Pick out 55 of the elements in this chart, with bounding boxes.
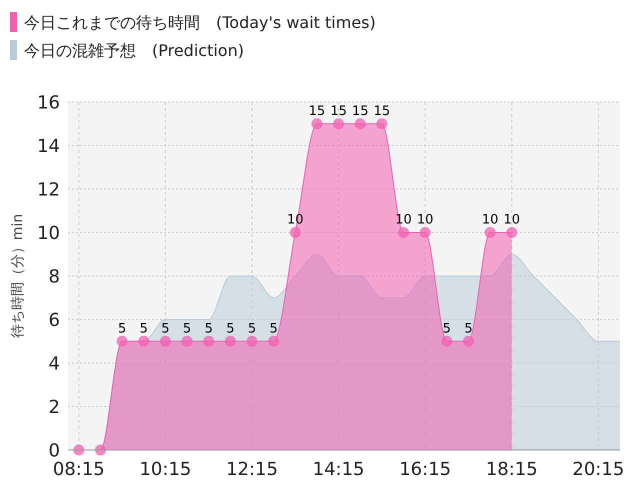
- point: [420, 227, 431, 238]
- x-tick-label: 16:15: [399, 459, 452, 480]
- data-label: 15: [374, 104, 390, 119]
- data-label: 5: [161, 321, 170, 336]
- data-label: 10: [503, 212, 520, 228]
- point: [311, 118, 322, 130]
- point: [290, 227, 301, 238]
- x-tick-label: 12:15: [226, 459, 278, 480]
- y-tick-label: 8: [48, 266, 60, 288]
- point: [268, 336, 280, 347]
- data-label: 5: [270, 321, 278, 336]
- y-tick-label: 6: [48, 310, 60, 331]
- point: [484, 227, 496, 238]
- point: [376, 118, 388, 130]
- point: [333, 118, 344, 130]
- point: [182, 336, 193, 347]
- data-label: 10: [482, 212, 498, 228]
- point: [354, 118, 366, 130]
- y-tick-label: 4: [48, 353, 60, 374]
- data-label: 5: [442, 321, 451, 336]
- data-label: 10: [416, 212, 434, 228]
- point: [462, 336, 474, 347]
- data-label: 5: [226, 321, 234, 336]
- data-label: 15: [308, 104, 326, 119]
- point: [203, 336, 214, 347]
- data-label: 15: [352, 104, 369, 119]
- data-label: 5: [118, 321, 126, 336]
- point: [160, 336, 171, 347]
- data-label: 5: [248, 321, 256, 336]
- point: [506, 227, 518, 238]
- legend-label: 今日これまでの待ち時間 (Today's wait times): [24, 13, 376, 32]
- y-tick-label: 10: [37, 222, 60, 244]
- x-tick-label: 20:15: [572, 459, 624, 480]
- data-label: 5: [464, 321, 473, 336]
- y-tick-label: 0: [48, 440, 60, 462]
- point: [398, 227, 410, 238]
- point: [246, 336, 258, 347]
- data-label: 5: [140, 321, 148, 336]
- point: [441, 336, 452, 347]
- data-label: 15: [330, 104, 347, 119]
- data-label: 5: [182, 321, 192, 336]
- y-tick-label: 12: [37, 179, 60, 200]
- y-tick-label: 2: [48, 396, 60, 418]
- x-tick-label: 14:15: [312, 459, 365, 480]
- point: [138, 336, 150, 347]
- legend-label: 今日の混雑予想 (Prediction): [24, 41, 244, 60]
- y-axis-title: 待ち時間（分）min: [10, 214, 26, 338]
- x-tick-label: 18:15: [486, 459, 538, 480]
- y-tick-label: 16: [37, 92, 60, 114]
- x-tick-label: 10:15: [139, 459, 192, 480]
- y-tick-label: 14: [37, 136, 60, 157]
- point: [224, 336, 236, 347]
- point: [116, 336, 128, 347]
- data-label: 5: [204, 321, 213, 336]
- x-tick-label: 08:15: [52, 459, 105, 480]
